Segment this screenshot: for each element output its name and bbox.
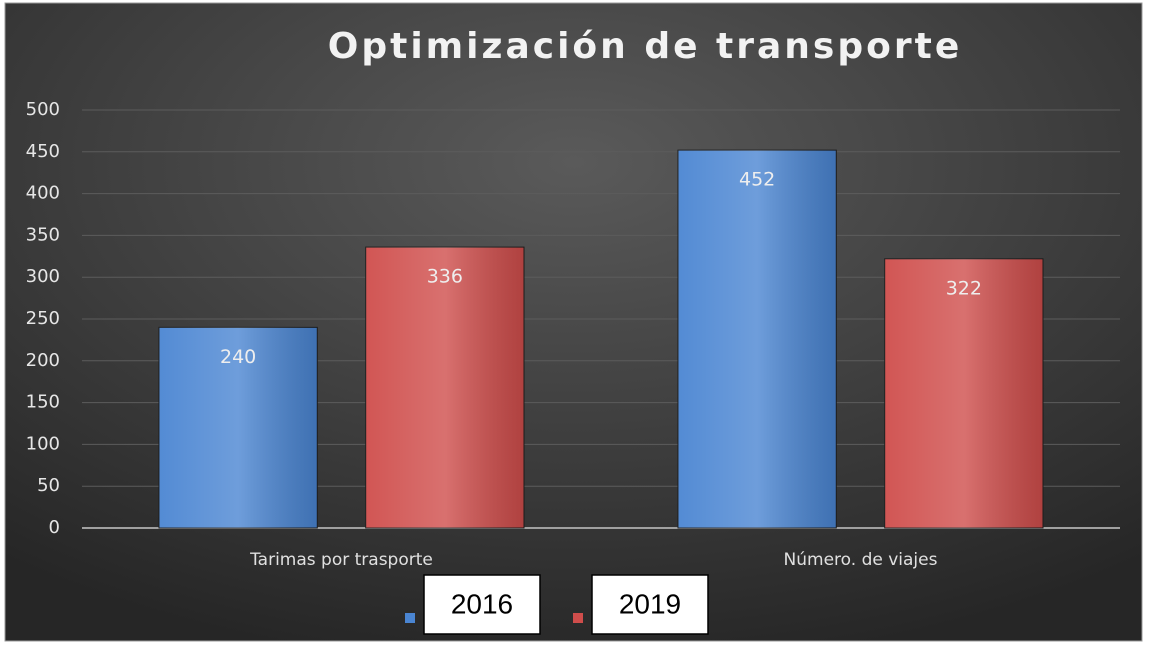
bar-sheen: [677, 150, 837, 529]
y-tick-label: 200: [26, 350, 60, 371]
bar-sheen: [158, 327, 318, 528]
legend-label: 2019: [619, 588, 681, 619]
y-tick-label: 100: [26, 433, 60, 454]
x-tick-label: Tarimas por trasporte: [249, 550, 433, 570]
legend-box: [591, 574, 709, 635]
y-tick-label: 150: [26, 392, 60, 413]
y-tick-label: 250: [26, 308, 60, 329]
value-label: 322: [946, 277, 982, 299]
bar-sheen: [884, 258, 1044, 528]
y-tick-label: 300: [26, 266, 60, 287]
value-label: 240: [220, 346, 256, 368]
legend-label: 2016: [451, 588, 513, 619]
x-tick-label: Número. de viajes: [784, 550, 938, 570]
value-label: 336: [427, 266, 463, 288]
y-tick-label: 450: [26, 141, 60, 162]
y-tick-label: 50: [37, 475, 60, 496]
y-tick-label: 350: [26, 224, 60, 245]
y-tick-label: 400: [26, 183, 60, 204]
chart-title: Optimización de transporte: [328, 26, 963, 67]
legend-box: [423, 574, 541, 635]
value-label: 452: [739, 169, 775, 191]
y-tick-label: 0: [49, 517, 60, 538]
y-tick-label: 500: [26, 99, 60, 120]
legend-swatch: [573, 613, 583, 623]
legend-swatch: [405, 613, 415, 623]
bar-sheen: [365, 247, 525, 528]
